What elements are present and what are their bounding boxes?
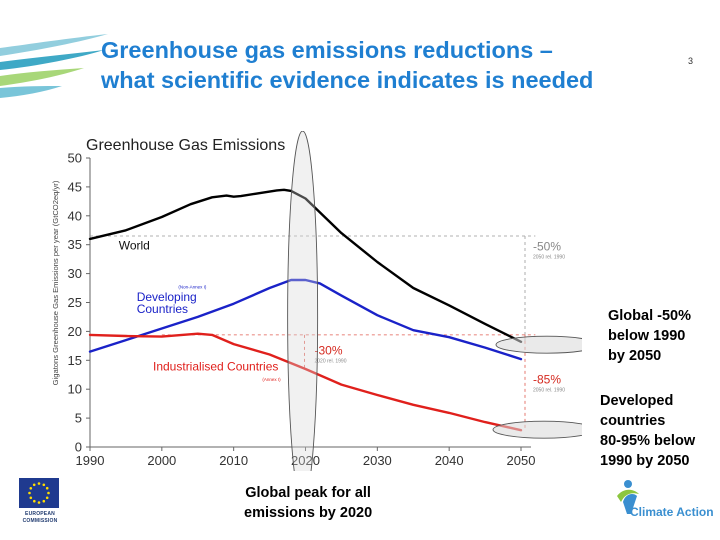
eu-star <box>29 487 33 490</box>
emissions-chart: Greenhouse Gas Emissions Gigatons Greenh… <box>48 131 582 471</box>
highlight-ellipses <box>287 131 582 471</box>
reference-label-industrialised-85: -85% <box>533 372 561 386</box>
note-developed-reduction: Developed countries 80-95% below 1990 by… <box>600 391 695 471</box>
x-tick-label: 2030 <box>363 453 392 468</box>
reference-label-world-50-sub: 2050 rel. 1990 <box>533 254 565 260</box>
y-tick-label: 25 <box>68 295 82 310</box>
series-label-developing-2: Countries <box>137 302 188 316</box>
y-axis-label: Gigatons Greenhouse Gas Emissions per ye… <box>51 180 60 385</box>
peak-highlight-ellipse <box>287 131 319 471</box>
series-label-world: World <box>119 238 150 252</box>
eu-star <box>29 496 33 500</box>
series-line-2 <box>88 332 523 432</box>
reference-label-industrialised-85-sub: 2050 rel. 1990 <box>533 387 565 393</box>
eu-star <box>28 491 31 495</box>
eu-star <box>42 499 46 503</box>
note-line: below 1990 <box>608 328 686 344</box>
y-tick-label: 20 <box>68 324 82 339</box>
series-sublabel-developing: (Non-Annex I) <box>178 285 207 290</box>
slide-title-line-1: Greenhouse gas emissions reductions – <box>101 37 553 63</box>
series-label-developing-1: Developing <box>137 290 197 304</box>
eu-star <box>37 501 41 504</box>
eu-logo-text-1: EUROPEAN <box>25 511 55 517</box>
reference-label-industrialised-30: -30% <box>315 344 343 358</box>
eu-star <box>47 491 50 495</box>
eu-star <box>32 483 36 487</box>
note-line: Developed <box>600 393 674 409</box>
eu-star <box>37 482 41 485</box>
reference-label-industrialised-30-sub: 2020 rel. 1990 <box>315 359 347 365</box>
eu-logo-text-2: COMMISSION <box>22 518 58 524</box>
note-global-reduction: Global -50% below 1990 by 2050 <box>608 306 691 366</box>
developed-2050-highlight-ellipse <box>492 420 582 439</box>
reference-label-world-50: -50% <box>533 239 561 253</box>
note-global-peak: Global peak for all emissions by 2020 <box>244 483 372 523</box>
eu-flag-logo <box>19 478 59 508</box>
eu-star <box>33 499 36 503</box>
page-number: 3 <box>688 56 694 66</box>
note-line: 80-95% below <box>600 433 696 449</box>
x-tick-label: 2000 <box>147 453 176 468</box>
note-line: 1990 by 2050 <box>600 453 690 469</box>
x-tick-label: 2040 <box>435 453 464 468</box>
note-line: emissions by 2020 <box>244 505 373 521</box>
note-line: Global -50% <box>608 308 691 324</box>
note-line: countries <box>600 413 666 429</box>
y-tick-label: 5 <box>75 411 82 426</box>
x-tick-label: 2050 <box>507 453 536 468</box>
y-tick-label: 10 <box>68 382 82 397</box>
y-tick-label: 50 <box>68 151 82 166</box>
chart-title: Greenhouse Gas Emissions <box>86 137 285 154</box>
reference-lines: -50%2050 rel. 1990-30%2020 rel. 1990-85%… <box>90 235 565 431</box>
note-line: by 2050 <box>608 348 662 364</box>
x-tick-label: 1990 <box>76 453 105 468</box>
climate-action-logo-text: Climate Action <box>630 505 714 519</box>
slide-title: Greenhouse gas emissions reductions – wh… <box>101 35 691 95</box>
slide-title-line-2: what scientific evidence indicates is ne… <box>101 67 594 93</box>
y-tick-label: 40 <box>68 208 82 223</box>
series-line-0 <box>88 188 523 344</box>
note-line: Global peak for all <box>245 485 371 501</box>
eu-star <box>42 483 46 487</box>
series-sublabel-industrialised: (Annex I) <box>262 377 281 382</box>
series-line-1 <box>88 278 523 361</box>
y-tick-label: 35 <box>68 237 82 252</box>
climate-action-icon <box>617 480 639 514</box>
eu-star <box>45 496 49 500</box>
brush-stroke-decoration <box>0 34 108 98</box>
series-label-industrialised: Industrialised Countries <box>153 360 278 374</box>
y-tick-label: 15 <box>68 353 82 368</box>
y-tick-label: 45 <box>68 179 82 194</box>
y-tick-label: 0 <box>75 440 82 455</box>
y-tick-label: 30 <box>68 266 82 281</box>
x-tick-label: 2010 <box>219 453 248 468</box>
eu-star <box>45 486 49 490</box>
series-lines <box>88 188 523 432</box>
global-2050-highlight-ellipse <box>495 335 582 354</box>
